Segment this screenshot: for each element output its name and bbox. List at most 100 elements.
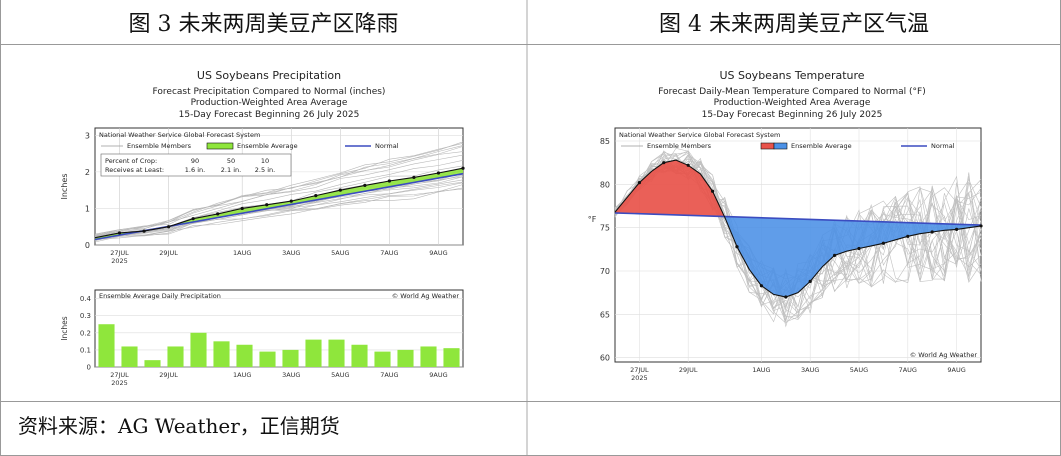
temp-average-point: [637, 181, 641, 185]
precip-daily-y-tick-label: 0.1: [80, 346, 91, 354]
temp-average-point: [979, 224, 983, 228]
temp-y-tick-label: 65: [600, 310, 610, 319]
precip-daily-title: Ensemble Average Daily Precipitation: [99, 292, 221, 300]
temp-average-point: [808, 279, 812, 283]
precip-daily-plot: 0 0.1 0.2 0.3 0.4 27JUL 29JUL 1AUG 3AUG 5AUG 7AUG 9…: [60, 289, 464, 387]
precip-daily-bar: [259, 351, 276, 367]
precip-daily-bar: [213, 341, 230, 367]
precip-daily-bar: [420, 346, 437, 367]
precip-x-tick-label: 9AUG: [429, 249, 447, 257]
temp-average-point: [711, 189, 715, 193]
precip-daily-y-axis-label: Inches: [60, 316, 69, 340]
precip-daily-bar: [190, 332, 207, 367]
precip-title: US Soybeans Precipitation: [197, 69, 341, 82]
precip-average-point: [240, 206, 244, 211]
precip-legend-header: National Weather Service Global Forecast…: [99, 131, 260, 139]
temp-x-tick-label: 1AUG: [752, 366, 770, 374]
precip-daily-bar: [374, 351, 391, 367]
precip-ensemble-member-line: [94, 187, 464, 243]
precip-daily-bar: [282, 349, 299, 367]
temp-subtitle-2: Production-Weighted Area Average: [714, 98, 871, 108]
precip-average-line: [94, 167, 464, 239]
temp-x-tick-label: 9AUG: [947, 366, 965, 374]
temp-y-tick-label: 80: [600, 180, 610, 189]
precip-daily-x-tick-label: 5AUG: [331, 371, 349, 379]
precip-percent-row2-value: 2.5 in.: [255, 166, 275, 174]
precip-average-point: [387, 179, 391, 183]
precip-daily-bar: [305, 339, 322, 367]
temp-average-point: [784, 295, 788, 299]
precip-y-tick-label: 1: [85, 204, 90, 213]
precip-daily-bar: [443, 348, 460, 367]
precip-daily-bar: [167, 346, 184, 367]
precip-average-point: [412, 175, 416, 179]
precip-y-tick-label: 3: [85, 131, 90, 140]
temp-title: US Soybeans Temperature: [719, 69, 864, 82]
precip-average-point: [363, 183, 367, 188]
precip-x-tick-label: 1AUG: [233, 249, 251, 257]
temp-y-axis-label: °F: [588, 215, 597, 224]
temperature-chart: US Soybeans Temperature Forecast Daily-M…: [588, 69, 983, 382]
temp-average-point: [735, 245, 739, 249]
precip-average-point: [314, 194, 318, 198]
temp-average-point: [881, 241, 885, 245]
precip-ensemble-member-line: [94, 176, 464, 237]
precip-daily-x-tick-label: 1AUG: [233, 371, 251, 379]
precip-daily-credit: © World Ag Weather: [392, 292, 460, 300]
precip-x-tick-label: 5AUG: [331, 249, 349, 257]
temp-legend-members: Ensemble Members: [647, 142, 712, 150]
temp-average-point: [857, 246, 861, 251]
temp-subtitle-3: 15-Day Forecast Beginning 26 July 2025: [702, 110, 883, 120]
temp-warm-anomaly-fill: [615, 160, 981, 226]
precip-x-tick-label: 27JUL: [110, 249, 129, 257]
precip-daily-bar: [397, 349, 414, 367]
precip-average-point: [436, 171, 441, 175]
precip-daily-x-tick-label: 7AUG: [380, 371, 398, 379]
temp-y-tick-label: 60: [600, 354, 610, 363]
temp-x-tick-label: 5AUG: [850, 366, 868, 374]
temp-x-tick-label: 29JUL: [679, 366, 698, 374]
temp-ensemble-member-line: [614, 157, 982, 314]
precip-percent-row2-value: 1.6 in.: [185, 166, 205, 174]
precip-legend-average: Ensemble Average: [237, 142, 298, 150]
precip-average-point: [216, 212, 220, 216]
precip-average-point: [289, 199, 293, 203]
temp-y-tick-label: 70: [600, 267, 610, 276]
precip-percent-row2-value: 2.1 in.: [221, 166, 241, 174]
precip-x-tick-label: 29JUL: [159, 249, 178, 257]
precip-year-label: 2025: [111, 257, 128, 265]
temp-average-point: [686, 163, 690, 167]
temp-x-tick-label: 7AUG: [899, 366, 917, 374]
precip-daily-y-tick-label: 0.4: [80, 295, 92, 303]
precip-average-point: [338, 188, 342, 192]
temp-y-tick-label: 75: [600, 224, 610, 233]
precip-average-point: [191, 217, 195, 221]
precip-percent-box: [100, 153, 292, 177]
precip-daily-x-tick-label: 9AUG: [429, 371, 447, 379]
temp-legend-header: National Weather Service Global Forecast…: [619, 131, 780, 139]
temp-average-point: [662, 161, 666, 165]
precip-daily-bar: [121, 346, 138, 367]
right-caption: 图 4 未来两周美豆产区气温: [659, 12, 929, 37]
left-caption: 图 3 未来两周美豆产区降雨: [128, 12, 399, 37]
precip-y-axis-label: Inches: [60, 174, 69, 200]
precip-daily-bar: [236, 344, 253, 367]
precip-ensemble-member-line: [94, 182, 464, 241]
precip-daily-x-tick-label: 3AUG: [282, 371, 300, 379]
precip-x-tick-label: 7AUG: [380, 249, 398, 257]
precip-daily-bar: [328, 339, 345, 367]
precip-legend-average-swatch: [206, 142, 234, 150]
precip-subtitle-1: Forecast Precipitation Compared to Norma…: [153, 87, 386, 97]
precip-daily-y-tick-label: 0.3: [80, 312, 91, 320]
precip-daily-y-tick-label: 0: [87, 364, 91, 372]
precip-average-point: [142, 229, 146, 233]
precip-ensemble-member-line: [94, 141, 464, 236]
precip-percent-row1-value: 50: [227, 157, 235, 165]
precip-percent-row1-value: 90: [191, 157, 199, 165]
precip-subtitle-2: Production-Weighted Area Average: [191, 98, 348, 108]
source-note: 资料来源：AG Weather，正信期货: [18, 414, 340, 438]
temp-legend-average: Ensemble Average: [791, 142, 852, 150]
temp-average-point: [955, 227, 959, 231]
temp-x-tick-label: 27JUL: [630, 366, 649, 374]
